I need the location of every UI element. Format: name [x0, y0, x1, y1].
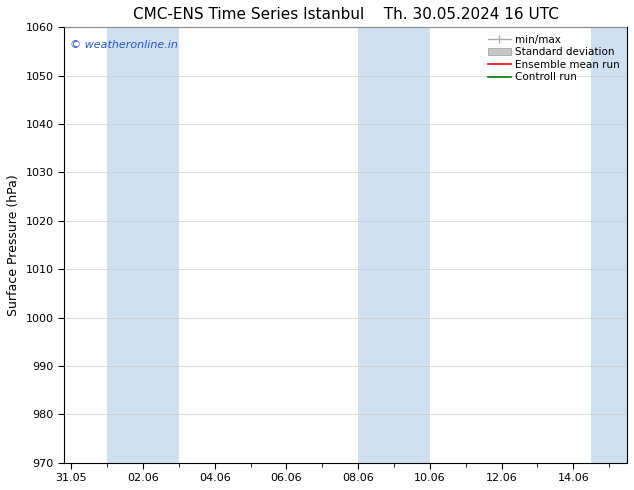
Title: CMC-ENS Time Series Istanbul    Th. 30.05.2024 16 UTC: CMC-ENS Time Series Istanbul Th. 30.05.2… — [133, 7, 559, 22]
Y-axis label: Surface Pressure (hPa): Surface Pressure (hPa) — [7, 174, 20, 316]
Legend: min/max, Standard deviation, Ensemble mean run, Controll run: min/max, Standard deviation, Ensemble me… — [485, 31, 623, 86]
Bar — [591, 27, 627, 463]
Bar — [358, 27, 430, 463]
Bar — [107, 27, 179, 463]
Text: © weatheronline.in: © weatheronline.in — [70, 40, 178, 50]
